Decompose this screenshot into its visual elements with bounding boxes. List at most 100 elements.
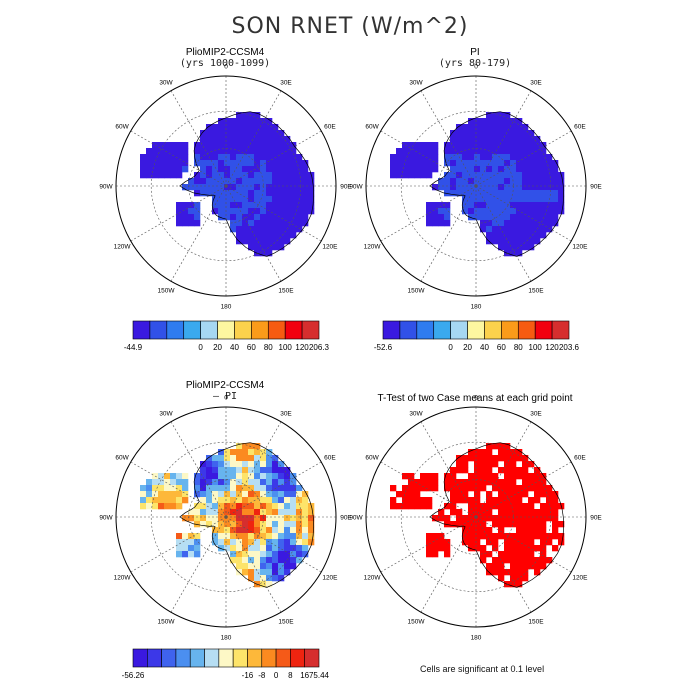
grid-cell	[474, 527, 481, 534]
grid-cell	[498, 160, 505, 167]
grid-cell	[212, 208, 219, 215]
grid-cell	[432, 479, 439, 486]
grid-cell	[242, 479, 249, 486]
grid-cell	[248, 178, 255, 185]
grid-cell	[278, 563, 285, 570]
grid-cell	[534, 160, 541, 167]
grid-cell	[266, 575, 273, 582]
longitude-label: 90E	[590, 515, 602, 522]
grid-cell	[200, 142, 207, 149]
grid-cell	[504, 461, 511, 468]
grid-cell	[170, 166, 177, 173]
grid-cell	[486, 142, 493, 149]
grid-cell	[146, 479, 153, 486]
grid-cell	[498, 184, 505, 191]
grid-cell	[468, 539, 475, 546]
grid-cell	[516, 136, 523, 143]
grid-cell	[260, 190, 267, 197]
grid-cell	[462, 124, 469, 131]
grid-cell	[546, 533, 553, 540]
grid-cell	[510, 503, 517, 510]
grid-cell	[164, 473, 171, 480]
grid-cell	[504, 515, 511, 522]
grid-cell	[504, 202, 511, 209]
grid-cell	[272, 503, 279, 510]
grid-cell	[450, 509, 457, 516]
grid-cell	[278, 172, 285, 179]
grid-cell	[426, 551, 433, 558]
grid-cell	[552, 160, 559, 167]
colorbar-label: 120	[295, 343, 309, 352]
grid-cell	[456, 184, 463, 191]
grid-cell	[248, 190, 255, 197]
grid-cell	[540, 485, 547, 492]
grid-cell	[546, 503, 553, 510]
grid-cell	[260, 118, 267, 125]
grid-cell	[480, 172, 487, 179]
grid-cell	[296, 485, 303, 492]
longitude-label: 90E	[590, 184, 602, 191]
grid-cell	[522, 479, 529, 486]
longitude-label: 150E	[278, 287, 294, 294]
grid-cell	[516, 118, 523, 125]
grid-cell	[546, 190, 553, 197]
panel-title-ttest: T-Test of two Case means at each grid po…	[355, 393, 595, 404]
latitude-circle	[400, 441, 552, 593]
grid-cell	[230, 160, 237, 167]
grid-cell	[462, 539, 469, 546]
grid-cell	[236, 130, 243, 137]
grid-cell	[492, 569, 499, 576]
grid-cell	[498, 533, 505, 540]
grid-cell	[522, 196, 529, 203]
grid-cell	[296, 208, 303, 215]
grid-cell	[158, 154, 165, 161]
grid-cell	[528, 515, 535, 522]
grid-cell	[552, 190, 559, 197]
grid-cell	[534, 178, 541, 185]
grid-cell	[438, 533, 445, 540]
grid-cell	[284, 190, 291, 197]
grid-cell	[212, 521, 219, 528]
grid-cell	[450, 154, 457, 161]
grid-cell	[218, 455, 225, 462]
grid-cell	[498, 196, 505, 203]
grid-cell	[248, 551, 255, 558]
grid-cell	[212, 130, 219, 137]
grid-cell	[552, 220, 559, 227]
grid-cell	[492, 118, 499, 125]
grid-cell	[218, 473, 225, 480]
grid-cell	[432, 473, 439, 480]
grid-cell	[414, 160, 421, 167]
colorbar-box	[467, 320, 485, 340]
grid-cell	[426, 497, 433, 504]
grid-cell	[438, 509, 445, 516]
grid-cell	[552, 196, 559, 203]
grid-cell	[236, 533, 243, 540]
grid-cell	[528, 563, 535, 570]
grid-cell	[212, 485, 219, 492]
grid-cell	[498, 527, 505, 534]
grid-cell	[552, 533, 559, 540]
grid-cell	[450, 467, 457, 474]
grid-cell	[474, 479, 481, 486]
grid-cell	[212, 190, 219, 197]
grid-cell	[218, 178, 225, 185]
grid-cell	[224, 455, 231, 462]
grid-cell	[242, 190, 249, 197]
longitude-label: 0	[474, 395, 478, 402]
grid-cell	[266, 238, 273, 245]
grid-cell	[522, 244, 529, 251]
grid-cell	[296, 533, 303, 540]
grid-cell	[242, 118, 249, 125]
grid-cell	[528, 521, 535, 528]
grid-cell	[176, 473, 183, 480]
longitude-label: 120W	[364, 244, 382, 251]
grid-cell	[456, 178, 463, 185]
grid-cell	[176, 220, 183, 227]
grid-cell	[480, 196, 487, 203]
grid-cell	[284, 160, 291, 167]
grid-cell	[516, 545, 523, 552]
grid-cell	[224, 124, 231, 131]
grid-cell	[522, 461, 529, 468]
grid-cell	[528, 196, 535, 203]
